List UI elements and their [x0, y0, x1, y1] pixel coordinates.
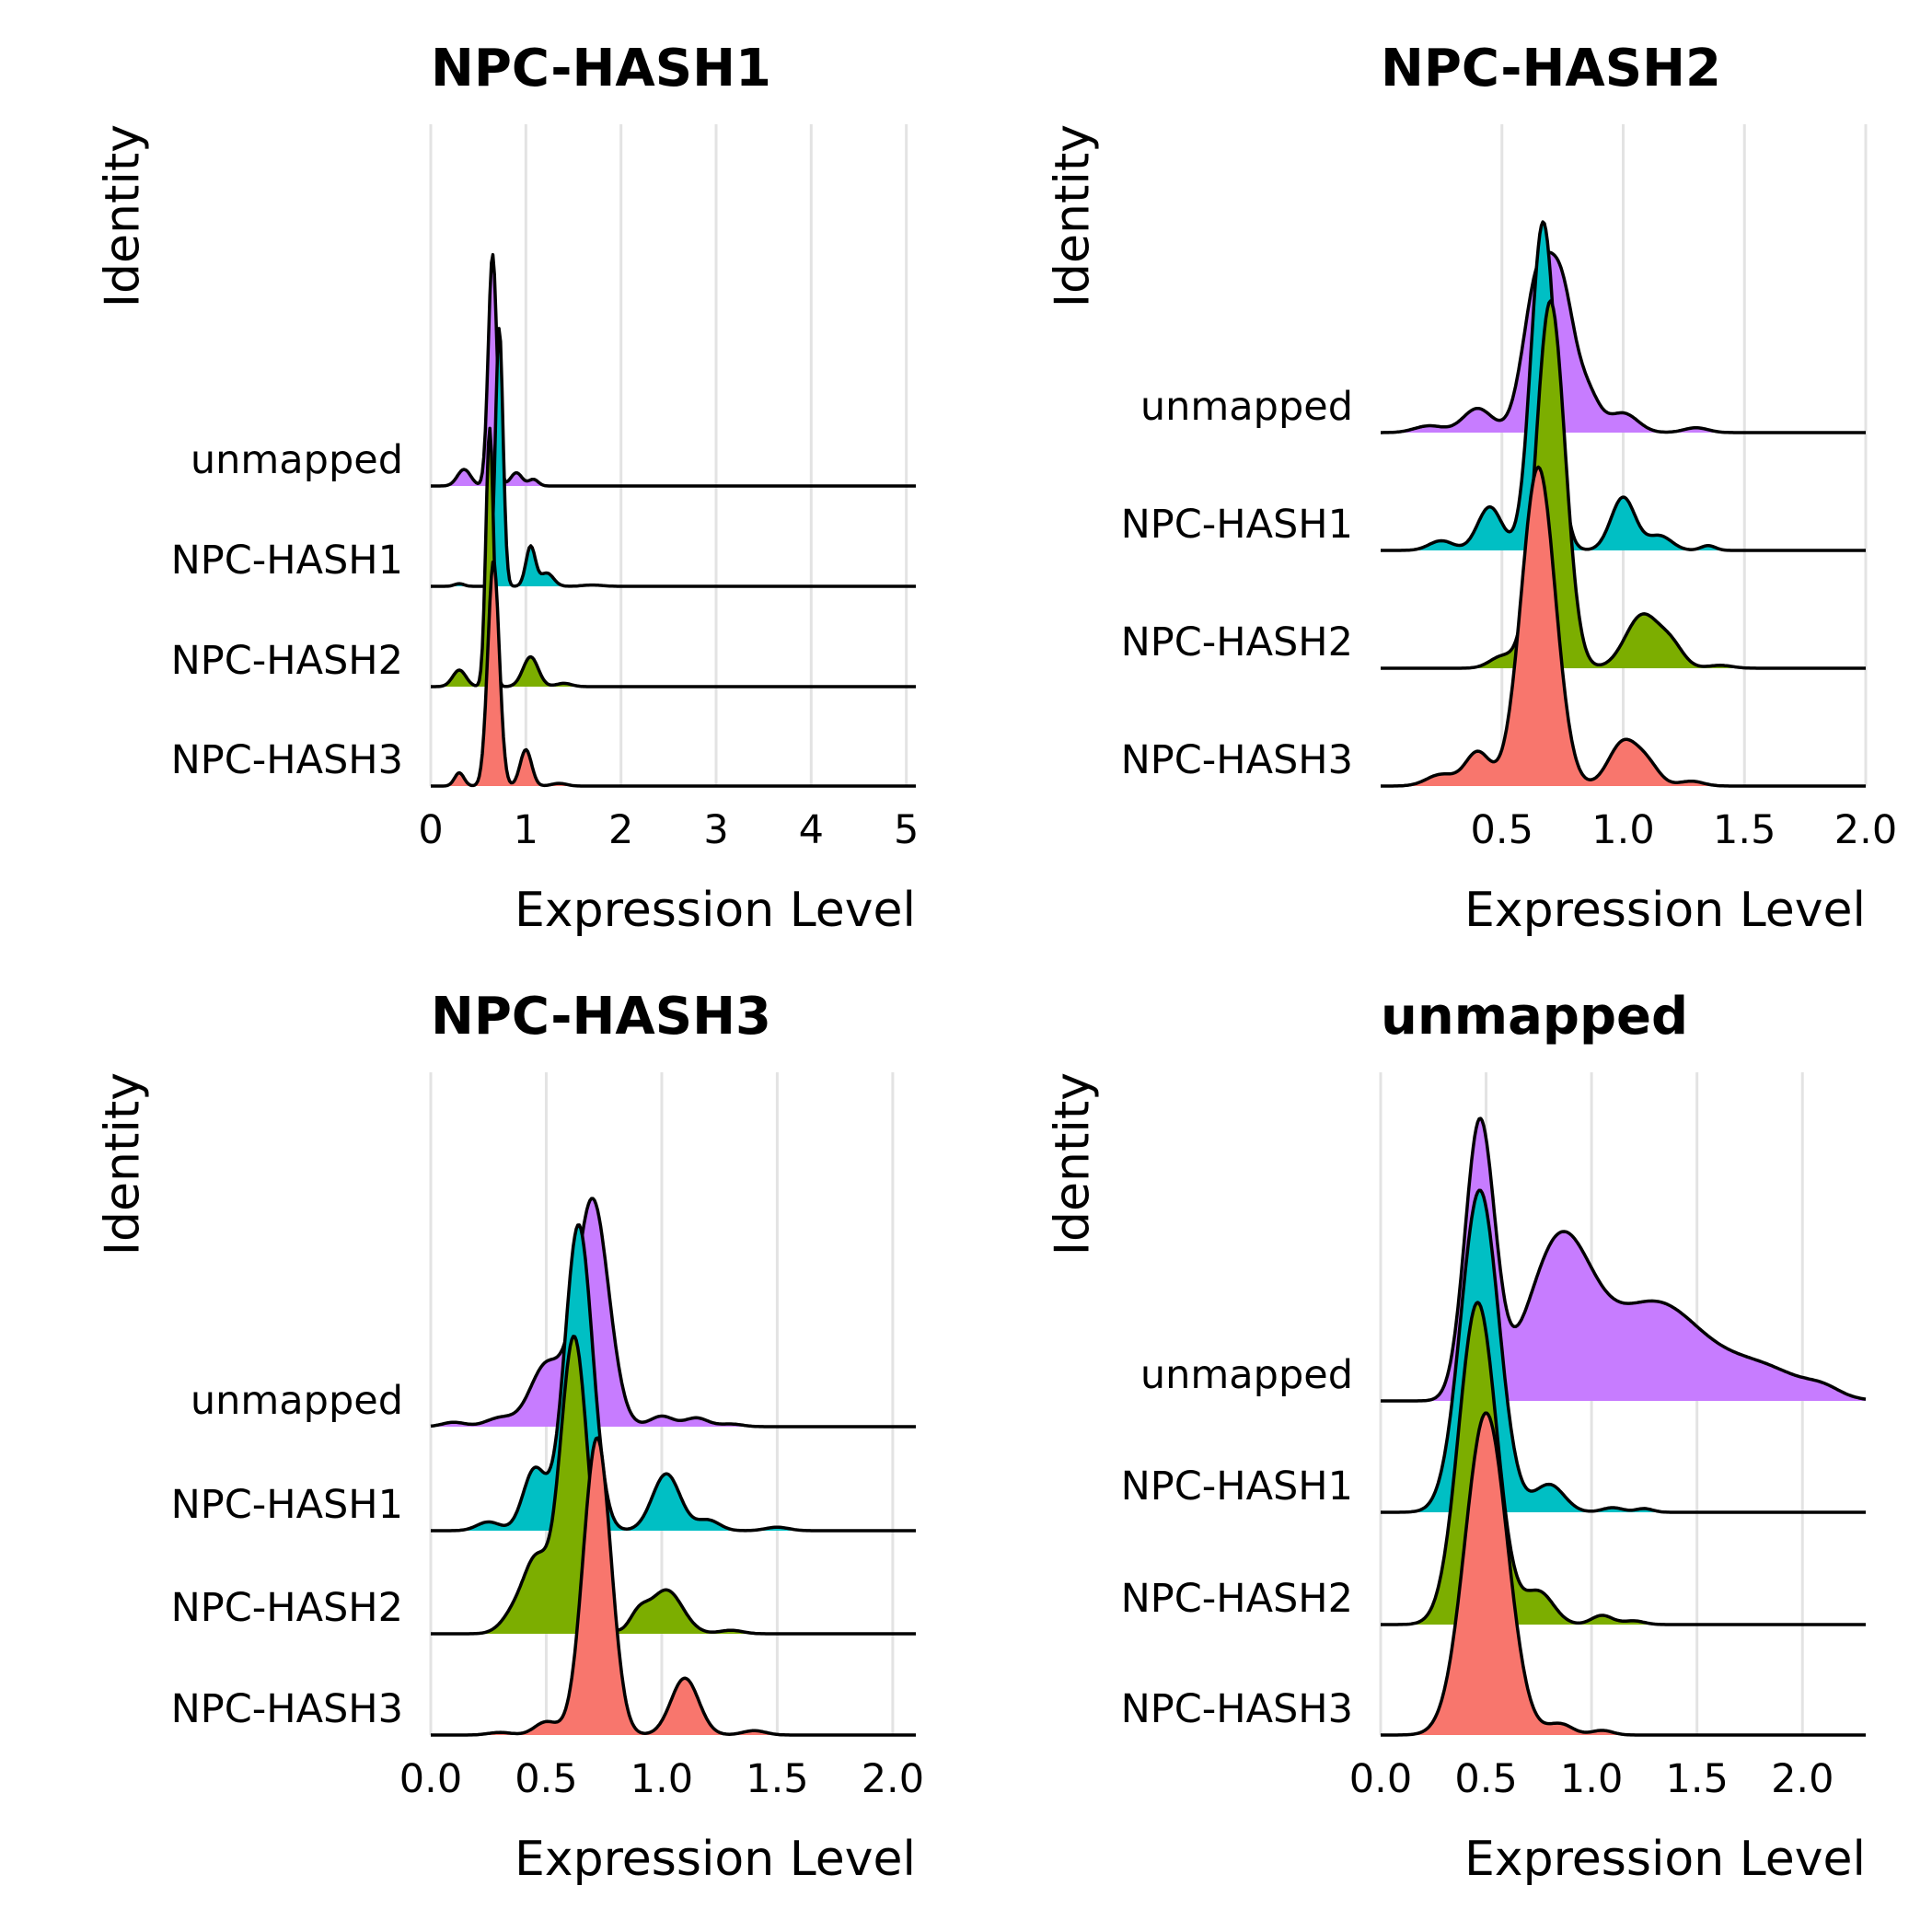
x-tick-label: 1.0: [1560, 1756, 1623, 1802]
category-label-npc-hash2: NPC-HASH2: [1121, 619, 1353, 665]
ridge-outline-npc-hash1: [1380, 1188, 1867, 1514]
x-tick-label: 1.0: [631, 1756, 693, 1802]
ridge-outline-npc-hash1: [1380, 220, 1867, 552]
ridge-outline-unmapped: [430, 1197, 917, 1429]
ridge-outline-npc-hash2: [1380, 299, 1867, 670]
ridge-outline-npc-hash2: [1380, 1301, 1867, 1626]
ridge-outline-npc-hash3: [430, 1436, 917, 1737]
x-tick-label: 3: [703, 807, 728, 853]
panel-title: NPC-HASH2: [1381, 39, 1721, 98]
category-label-npc-hash2: NPC-HASH2: [171, 1585, 403, 1631]
category-label-npc-hash3: NPC-HASH3: [171, 737, 403, 783]
category-label-npc-hash1: NPC-HASH1: [171, 538, 403, 584]
ridge-outline-unmapped: [1380, 1116, 1867, 1403]
category-label-npc-hash2: NPC-HASH2: [171, 638, 403, 684]
ridge-outline-npc-hash2: [430, 426, 917, 688]
category-label-npc-hash1: NPC-HASH1: [1121, 1463, 1353, 1510]
y-axis-label: Identity: [96, 1072, 151, 1255]
x-tick-label: 4: [799, 807, 824, 853]
category-label-unmapped: unmapped: [191, 1378, 403, 1424]
x-axis-label: Expression Level: [1464, 883, 1866, 938]
category-label-npc-hash3: NPC-HASH3: [1121, 737, 1353, 783]
category-label-unmapped: unmapped: [191, 437, 403, 483]
ridgeline-panel-npc-hash3: NPC-HASH3 Identity Expression Level 0.0 0.5 1…: [96, 987, 925, 1887]
ridgeline-panel-unmapped: unmapped Identity Expression Level 0.0 0.5 1.…: [1046, 987, 1867, 1887]
x-tick-label: 0.5: [515, 1756, 577, 1802]
ridge-fill-unmapped: [431, 1198, 916, 1427]
x-tick-label: 1: [514, 807, 538, 853]
x-tick-label: 2: [608, 807, 633, 853]
ridge-outline-unmapped: [1380, 250, 1867, 434]
y-axis-label: Identity: [1046, 1072, 1101, 1255]
ridge-outline-npc-hash3: [1380, 1411, 1867, 1737]
category-label-npc-hash1: NPC-HASH1: [171, 1482, 403, 1528]
category-label-npc-hash3: NPC-HASH3: [1121, 1686, 1353, 1732]
x-axis-label: Expression Level: [1464, 1832, 1866, 1887]
ridge-outline-npc-hash1: [430, 1223, 917, 1533]
category-label-npc-hash3: NPC-HASH3: [171, 1686, 403, 1732]
x-tick-label: 0.0: [1349, 1756, 1412, 1802]
x-tick-label: 1.5: [746, 1756, 808, 1802]
x-tick-label: 1.5: [1666, 1756, 1729, 1802]
category-label-npc-hash1: NPC-HASH1: [1121, 502, 1353, 548]
panel-title: unmapped: [1381, 987, 1688, 1047]
ridge-outline-unmapped: [430, 252, 917, 488]
ridgeline-panel-npc-hash1: NPC-HASH1 Identity Expression Level 0 1 2 3 4 5 N…: [96, 39, 920, 938]
ridge-outline-npc-hash3: [430, 560, 917, 788]
x-tick-label: 0.0: [399, 1756, 462, 1802]
x-tick-label: 5: [894, 807, 919, 853]
ridge-outline-npc-hash1: [430, 327, 917, 588]
x-tick-label: 1.0: [1591, 807, 1654, 853]
x-axis-label: Expression Level: [515, 1832, 916, 1887]
y-axis-label: Identity: [1046, 124, 1101, 307]
ridge-outline-npc-hash2: [430, 1335, 917, 1636]
x-tick-label: 2.0: [1771, 1756, 1834, 1802]
ridge-fill-npc-hash1: [431, 1224, 916, 1531]
category-label-unmapped: unmapped: [1140, 384, 1353, 430]
ridge-outline-npc-hash3: [1380, 465, 1867, 788]
y-axis-label: Identity: [96, 124, 151, 307]
ridge-fill-unmapped: [1381, 1118, 1866, 1401]
panel-title: NPC-HASH1: [431, 39, 771, 98]
ridgeline-panel-npc-hash2: NPC-HASH2 Identity Expression Level 0.5 1.0 1…: [1046, 39, 1898, 938]
category-label-unmapped: unmapped: [1140, 1352, 1353, 1398]
x-tick-label: 2.0: [1834, 807, 1897, 853]
x-tick-label: 0.5: [1454, 1756, 1517, 1802]
ridge-fill-npc-hash2: [431, 1336, 916, 1634]
x-tick-label: 2.0: [862, 1756, 924, 1802]
ridge-fill-npc-hash1: [1381, 1190, 1866, 1512]
x-tick-label: 0.5: [1471, 807, 1533, 853]
panel-title: NPC-HASH3: [431, 987, 771, 1047]
category-label-npc-hash2: NPC-HASH2: [1121, 1576, 1353, 1622]
x-axis-label: Expression Level: [515, 883, 916, 938]
x-tick-label: 0: [418, 807, 443, 853]
x-tick-label: 1.5: [1713, 807, 1776, 853]
